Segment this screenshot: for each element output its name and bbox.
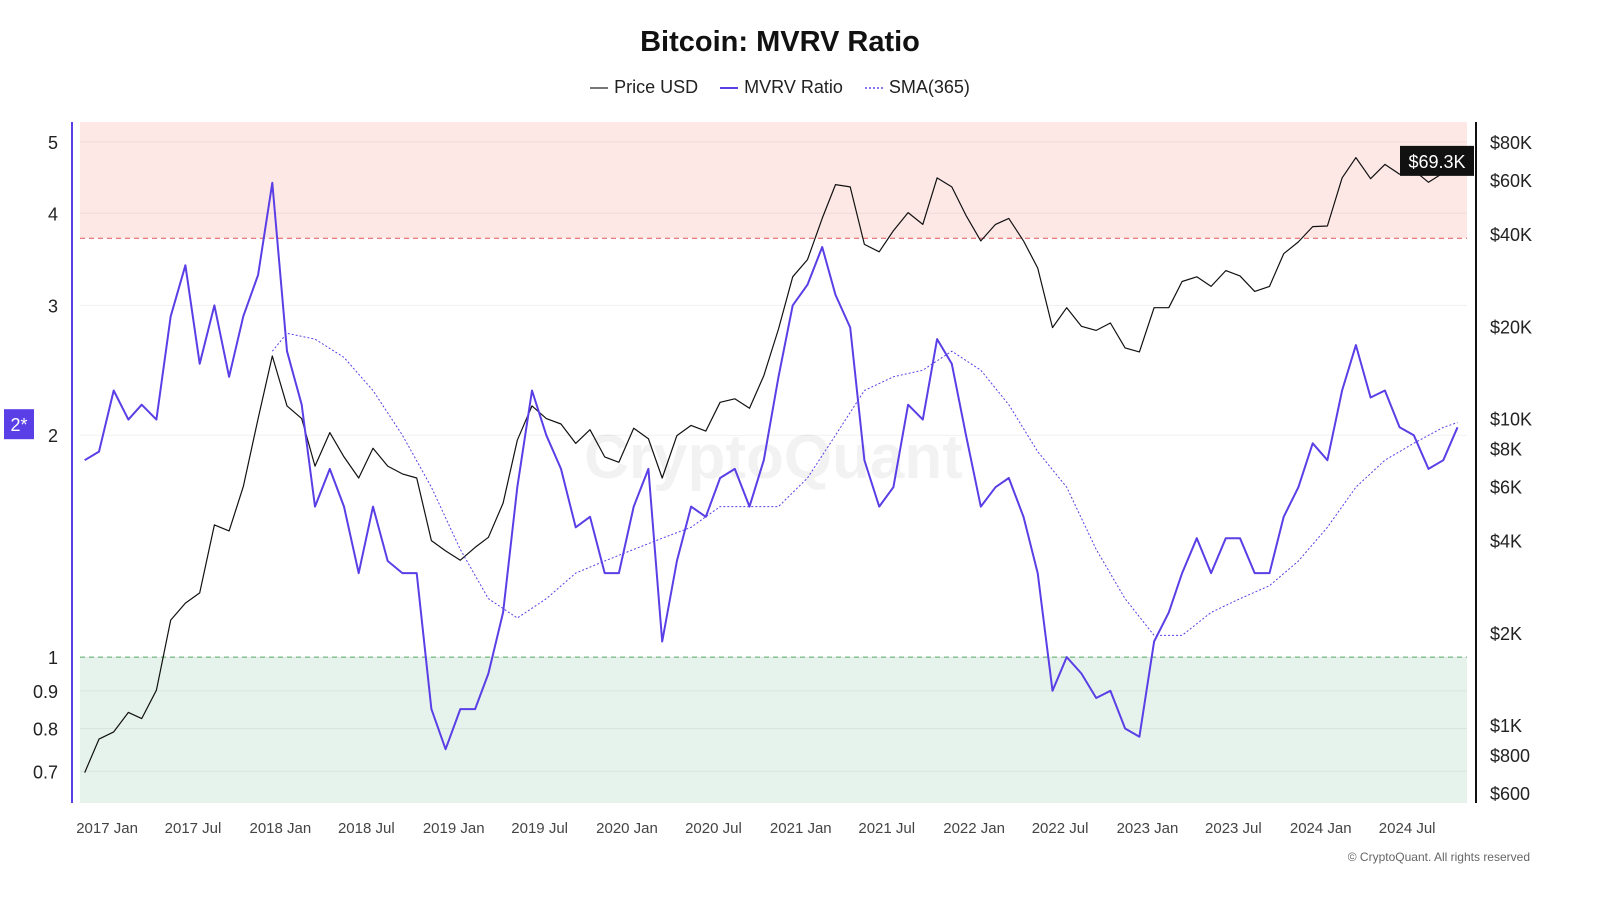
legend-item-price[interactable]: Price USD — [590, 77, 698, 98]
legend: Price USD MVRV Ratio SMA(365) — [0, 77, 1560, 98]
x-tick-label: 2022 Jan — [943, 820, 1005, 837]
chart-title: Bitcoin: MVRV Ratio — [640, 26, 920, 58]
price-usd-line — [84, 157, 1458, 773]
right-tick-label: $4K — [1490, 532, 1522, 552]
x-tick-label: 2023 Jul — [1205, 820, 1262, 837]
x-tick-label: 2020 Jan — [596, 820, 658, 837]
legend-label: SMA(365) — [888, 77, 970, 97]
price-swatch — [590, 86, 609, 89]
left-tick-label: 3 — [48, 296, 58, 316]
sma-swatch — [864, 86, 883, 89]
left-tick-label: 0.9 — [33, 682, 58, 702]
right-tick-label: $10K — [1490, 410, 1532, 430]
left-tick-label: 1 — [48, 648, 58, 668]
price-current-badge — [1400, 145, 1474, 176]
sma-365-line — [271, 332, 1458, 636]
left-tick-label: 4 — [48, 204, 58, 224]
legend-item-sma[interactable]: SMA(365) — [864, 77, 970, 98]
x-tick-label: 2024 Jul — [1379, 820, 1436, 837]
x-tick-label: 2017 Jan — [76, 820, 138, 837]
right-tick-label: $800 — [1490, 746, 1530, 766]
x-tick-label: 2022 Jul — [1032, 820, 1089, 837]
left-tick-label: 5 — [48, 133, 58, 153]
right-tick-label: $600 — [1490, 784, 1530, 804]
right-tick-label: $6K — [1490, 478, 1522, 498]
x-tick-label: 2018 Jan — [250, 820, 312, 837]
undervalued-zone — [80, 657, 1467, 803]
x-tick-label: 2020 Jul — [685, 820, 742, 837]
x-tick-label: 2018 Jul — [338, 820, 395, 837]
left-tick-label: 0.7 — [33, 762, 58, 782]
mvrv-ratio-line — [84, 181, 1459, 751]
x-tick-label: 2024 Jan — [1290, 820, 1352, 837]
left-tick-label: 2 — [48, 426, 58, 446]
watermark: CryptoQuant — [584, 423, 963, 492]
right-tick-label: $60K — [1490, 171, 1532, 191]
x-tick-label: 2019 Jul — [511, 820, 568, 837]
copyright: © CryptoQuant. All rights reserved — [1347, 850, 1530, 864]
x-tick-label: 2019 Jan — [423, 820, 485, 837]
mvrv-current-badge-label: 2* — [10, 415, 27, 435]
legend-label: Price USD — [614, 77, 699, 97]
left-tick-label: 0.8 — [33, 720, 58, 740]
price-current-badge-label: $69.3K — [1408, 152, 1465, 172]
mvrv-current-badge — [4, 409, 34, 440]
mvrv-swatch — [720, 86, 739, 89]
legend-item-mvrv[interactable]: MVRV Ratio — [720, 77, 843, 98]
x-tick-label: 2021 Jul — [858, 820, 915, 837]
x-tick-label: 2021 Jan — [770, 820, 832, 837]
right-tick-label: $8K — [1490, 439, 1522, 459]
right-tick-label: $2K — [1490, 624, 1522, 644]
legend-label: MVRV Ratio — [744, 77, 843, 97]
right-tick-label: $40K — [1490, 225, 1532, 245]
right-tick-label: $1K — [1490, 716, 1522, 736]
x-tick-label: 2023 Jan — [1117, 820, 1179, 837]
x-tick-label: 2017 Jul — [165, 820, 222, 837]
right-tick-label: $20K — [1490, 317, 1532, 337]
overvalued-zone — [80, 122, 1467, 239]
right-tick-label: $80K — [1490, 133, 1532, 153]
